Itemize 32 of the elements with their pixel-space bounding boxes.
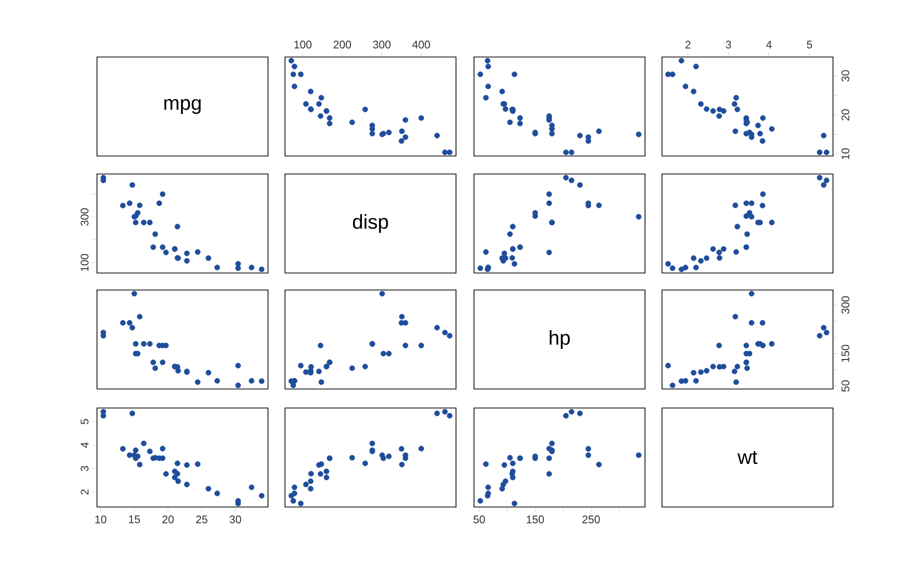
x-tick-label: 300 [373,40,391,48]
text: wt [737,450,758,464]
x-tick-label: 100 [294,40,312,48]
x-tick-label: 5 [806,40,812,48]
y-tick-label: 300 [842,296,850,314]
x-tick-label: 400 [412,40,430,48]
y-tick-label: 10 [842,148,850,160]
x-tick-label: 250 [582,516,600,524]
x-tick-label: 3 [726,40,732,48]
x-tick-label: 30 [230,516,242,524]
text: disp [353,214,388,233]
x-tick-label: 4 [766,40,772,48]
x-tick-label: 50 [474,516,485,524]
x-tick-label: 15 [129,516,140,524]
text: hp [550,330,570,349]
y-tick-label: 20 [842,109,850,120]
y-tick-label: 150 [842,344,850,362]
text: mpg [164,99,201,114]
y-tick-label: 100 [80,254,88,272]
x-tick-label: 150 [526,516,544,524]
y-tick-label: 3 [80,466,88,472]
x-tick-label: 20 [162,516,174,524]
y-tick-label: 30 [842,70,850,82]
x-tick-label: 10 [95,516,106,524]
y-tick-label: 4 [80,442,88,448]
y-tick-label: 5 [80,419,88,424]
y-tick-label: 50 [842,380,850,392]
x-tick-label: 2 [685,40,690,48]
x-tick-label: 25 [196,516,208,524]
x-tick-label: 200 [334,40,352,48]
y-tick-label: 2 [80,489,88,495]
y-tick-label: 300 [80,208,88,226]
